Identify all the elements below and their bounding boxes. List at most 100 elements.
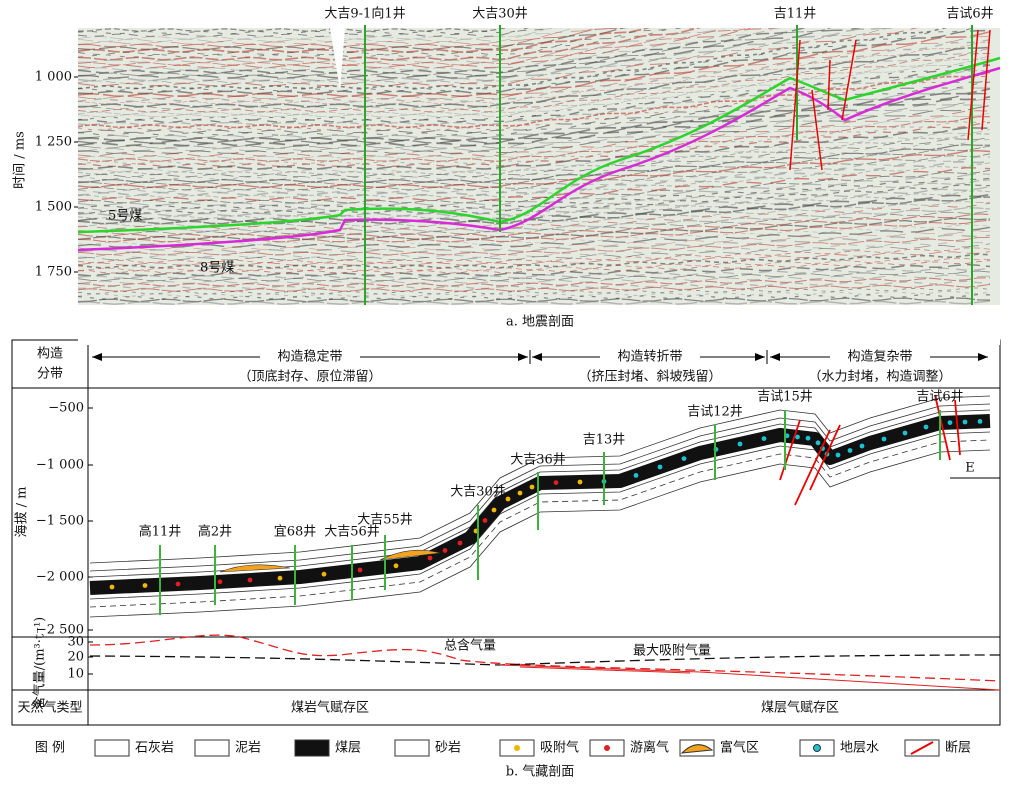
seismic-reflector — [77, 0, 749, 43]
seismic-reflector — [77, 76, 990, 131]
seismic-reflector — [77, 0, 961, 69]
seismic-reflector — [77, 173, 991, 207]
legend-label: 地层水 — [840, 741, 879, 756]
gas-symbol — [947, 420, 953, 425]
well-label: 大吉56井 — [324, 525, 380, 540]
seismic-reflector — [77, 207, 991, 233]
gas-symbol — [847, 448, 853, 453]
seismic-reflector — [77, 0, 829, 53]
seismic-reflector — [77, 277, 991, 287]
legend-label: 煤层 — [335, 741, 361, 756]
y-tick-label: −1 000 — [36, 458, 84, 473]
gas-symbol — [505, 496, 511, 502]
seismic-reflector — [77, 196, 991, 225]
seismic-reflector — [77, 79, 991, 134]
seismic-reflector — [77, 263, 991, 277]
fault — [779, 419, 801, 481]
fault — [789, 39, 801, 171]
gas-symbol — [109, 584, 115, 590]
seismic-reflector — [77, 236, 991, 256]
seismic-reflector — [77, 53, 991, 113]
caption: a. 地震剖面 — [506, 315, 574, 330]
seismic-reflector — [77, 0, 799, 48]
seismic-reflector — [77, 251, 991, 266]
limestone-layer — [89, 409, 991, 578]
gas-symbol — [859, 443, 865, 449]
gas-symbol — [529, 484, 535, 490]
well-label: 吉试15井 — [757, 390, 813, 405]
seismic-reflector — [77, 46, 991, 108]
legend-label: 游离气 — [630, 740, 669, 756]
seismic-reflector — [77, 257, 991, 271]
label-bg — [830, 348, 930, 366]
legend-swatch — [394, 739, 430, 757]
legend-label: 石灰岩 — [135, 741, 174, 756]
well-label: 大吉36井 — [510, 453, 566, 468]
gas-symbol — [142, 583, 148, 588]
seismic-reflector — [77, 95, 991, 147]
seismic-reflector — [77, 126, 991, 170]
well-label: 大吉9-1向1井 — [324, 6, 405, 22]
seismic-reflector — [77, 156, 990, 194]
y-axis-label: 时间 / ms — [13, 131, 28, 189]
gas-symbol — [881, 436, 887, 442]
seismic-reflector — [77, 234, 991, 254]
seismic-reflector — [77, 260, 991, 274]
legend-item — [394, 739, 430, 757]
seismic-reflector — [77, 129, 991, 173]
legend-item — [799, 739, 835, 757]
legend-label: 吸附气 — [540, 740, 579, 756]
legend-fault — [910, 741, 934, 755]
gas-symbol — [457, 540, 463, 546]
seismic-reflector — [77, 153, 991, 191]
gas-symbol — [553, 480, 559, 485]
trend-line — [499, 664, 1001, 691]
y-tick-label: 20 — [67, 650, 84, 665]
mudstone-layer — [89, 431, 991, 600]
seismic-reflector — [77, 137, 991, 178]
curve-label: 总含气量 — [444, 638, 496, 654]
row-label: 分带 — [37, 367, 63, 382]
seismic-reflector — [77, 230, 991, 250]
seismic-reflector — [77, 193, 991, 222]
seismic-reflector — [77, 283, 991, 292]
fault — [954, 399, 961, 456]
fault — [981, 29, 991, 131]
fault — [841, 39, 857, 121]
gas-symbol — [247, 577, 253, 583]
gas-symbol — [577, 479, 583, 485]
zone-note: （顶底封存、原位滞留） — [238, 369, 381, 385]
seismic-reflector — [77, 274, 991, 285]
y-tick-label: −2 000 — [36, 570, 84, 585]
y-axis-label: 含气量/(m³·t⁻¹) — [32, 617, 48, 710]
well-label: 吉11井 — [774, 7, 817, 22]
horizon-label: 5号煤 — [108, 209, 142, 224]
well-label: 大吉30井 — [472, 7, 528, 22]
legend-item — [94, 739, 130, 757]
seismic-reflector — [77, 71, 991, 129]
adsorbed-gas-curve — [89, 654, 1001, 666]
label-bg — [600, 348, 700, 366]
y-tick-label: −2 500 — [36, 623, 84, 638]
seismic-reflector — [77, 183, 991, 214]
legend-dot — [514, 745, 520, 751]
zone-note: （水力封堵，构造调整） — [808, 370, 951, 385]
curve-label: 最大吸附气量 — [633, 643, 711, 659]
well-label: 大吉30井 — [450, 485, 506, 500]
well-label: 大吉55井 — [357, 513, 413, 528]
legend-dot — [813, 744, 821, 752]
well-label: 吉试6井 — [946, 7, 993, 22]
gas-symbol — [277, 575, 283, 581]
seismic-reflector — [77, 30, 991, 98]
total-gas-curve — [89, 634, 1001, 682]
fault — [934, 394, 951, 461]
mudstone-layer — [89, 449, 991, 618]
seismic-reflector — [77, 166, 991, 202]
legend-dot — [604, 745, 610, 751]
gap — [330, 28, 345, 90]
seismic-reflector — [77, 0, 821, 51]
gas-symbol — [761, 436, 767, 441]
seismic-reflector — [77, 18, 991, 87]
legend-rich — [680, 744, 714, 754]
